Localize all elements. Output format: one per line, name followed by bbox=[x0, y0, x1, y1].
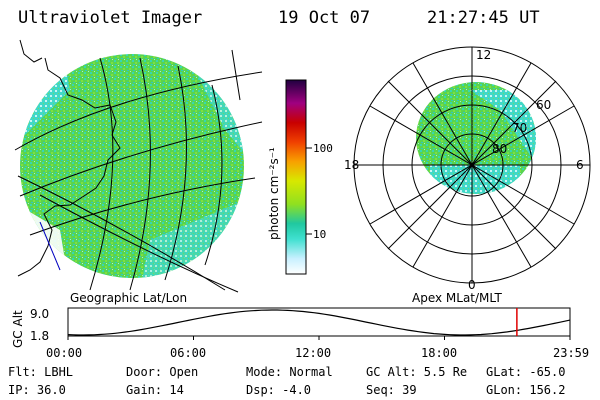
polar-caption: Apex MLat/MLT bbox=[412, 291, 502, 305]
info-seq: Seq: 39 bbox=[366, 383, 417, 397]
geo-caption: Geographic Lat/Lon bbox=[70, 291, 187, 305]
info-flt: Flt: LBHL bbox=[8, 365, 74, 379]
mlat-label-60: 60 bbox=[536, 98, 551, 112]
mlat-label-70: 70 bbox=[512, 121, 527, 135]
colorbar-tick-100: 100 bbox=[313, 142, 333, 155]
mlt-label-6: 6 bbox=[576, 158, 584, 172]
xtick-1800: 18:00 bbox=[421, 346, 458, 360]
polar-plot: 12 18 6 0 60 70 80 bbox=[344, 46, 591, 292]
mlat-label-80: 80 bbox=[492, 142, 507, 156]
app-title: Ultraviolet Imager bbox=[18, 8, 203, 28]
time-readout: 21:27:45 UT bbox=[427, 8, 540, 28]
mlt-label-18: 18 bbox=[344, 158, 359, 172]
color-scale-bar: 100 10 photon cm⁻²s⁻¹ bbox=[267, 79, 333, 275]
xtick-1200: 12:00 bbox=[295, 346, 332, 360]
info-glat: GLat: -65.0 bbox=[486, 365, 566, 379]
colorbar-tick-10: 10 bbox=[313, 228, 326, 241]
altitude-ytick-min: 1.8 bbox=[30, 329, 49, 343]
colorbar-unit-label: photon cm⁻²s⁻¹ bbox=[267, 147, 281, 240]
altitude-curve bbox=[67, 309, 571, 336]
info-mode: Mode: Normal bbox=[246, 365, 333, 379]
geographic-map bbox=[14, 39, 263, 293]
info-gain: Gain: 14 bbox=[126, 383, 184, 397]
altitude-x-ticks bbox=[67, 336, 571, 340]
mlt-label-0: 0 bbox=[468, 278, 476, 292]
altitude-ytick-max: 9.0 bbox=[30, 307, 49, 321]
date-readout: 19 Oct 07 bbox=[278, 8, 371, 28]
xtick-0600: 06:00 bbox=[170, 346, 207, 360]
altitude-plot: GC Alt 9.0 1.8 bbox=[11, 307, 571, 348]
xtick-0000: 00:00 bbox=[46, 346, 83, 360]
info-glon: GLon: 156.2 bbox=[486, 383, 566, 397]
altitude-ylabel: GC Alt bbox=[11, 310, 25, 348]
info-door: Door: Open bbox=[126, 365, 199, 379]
info-dsp: Dsp: -4.0 bbox=[246, 383, 312, 397]
xtick-2359: 23:59 bbox=[553, 346, 590, 360]
info-gc-alt: GC Alt: 5.5 Re bbox=[366, 365, 468, 379]
info-ip: IP: 36.0 bbox=[8, 383, 66, 397]
mlt-label-12: 12 bbox=[476, 48, 491, 62]
